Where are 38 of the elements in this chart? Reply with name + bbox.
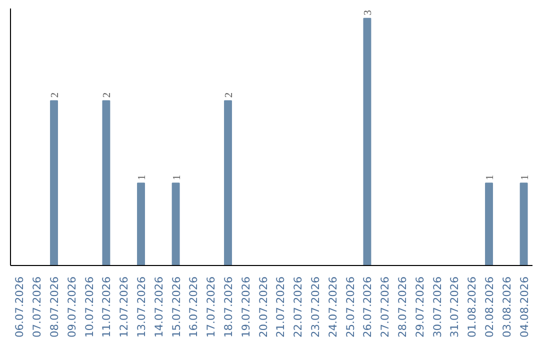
- data-label: 2: [50, 92, 61, 98]
- x-tick-label: 15.07.2026: [170, 276, 183, 338]
- x-tick-label: 10.07.2026: [82, 276, 96, 338]
- data-label: 1: [137, 174, 148, 180]
- x-tick-label: 16.07.2026: [187, 276, 200, 338]
- x-tick-label: 23.07.2026: [309, 276, 322, 338]
- x-tick-label: 13.07.2026: [135, 276, 148, 338]
- x-tick-label: 12.07.2026: [118, 276, 131, 338]
- x-tick-label: 18.07.2026: [222, 276, 235, 338]
- x-tick-label: 11.07.2026: [100, 276, 114, 338]
- x-tick-label: 04.08.2026: [518, 276, 531, 338]
- data-label: 3: [363, 10, 374, 16]
- x-tick-label: 08.07.2026: [48, 276, 61, 338]
- x-tick-label: 03.08.2026: [500, 276, 514, 338]
- x-tick-label: 14.07.2026: [152, 276, 166, 338]
- x-tick-label: 30.07.2026: [430, 276, 444, 338]
- data-label: 1: [520, 174, 531, 180]
- x-tick-label: 21.07.2026: [274, 276, 288, 338]
- data-label: 1: [172, 174, 183, 180]
- x-tick-label: 28.07.2026: [396, 276, 409, 338]
- x-tick-label: 27.07.2026: [378, 276, 392, 338]
- x-tick-label: 20.07.2026: [256, 276, 270, 338]
- data-label: 1: [485, 174, 496, 180]
- x-tick-label: 26.07.2026: [361, 276, 374, 338]
- x-tick-label: 01.08.2026: [466, 276, 479, 338]
- data-label: 2: [102, 92, 114, 98]
- x-tick-label: 19.07.2026: [239, 276, 252, 338]
- x-tick-label: 24.07.2026: [326, 276, 340, 338]
- x-tick-label: 09.07.2026: [65, 276, 78, 338]
- x-tick-label: 06.07.2026: [13, 276, 26, 338]
- x-tick-label: 17.07.2026: [204, 276, 218, 338]
- x-tick-label: 22.07.2026: [292, 276, 305, 338]
- x-tick-label: 31.07.2026: [448, 276, 462, 338]
- x-tick-label: 02.08.2026: [483, 276, 496, 338]
- x-tick-label: 29.07.2026: [413, 276, 426, 338]
- data-label: 2: [224, 92, 235, 98]
- x-tick-label: 07.07.2026: [30, 276, 44, 338]
- x-tick-label: 25.07.2026: [344, 276, 357, 338]
